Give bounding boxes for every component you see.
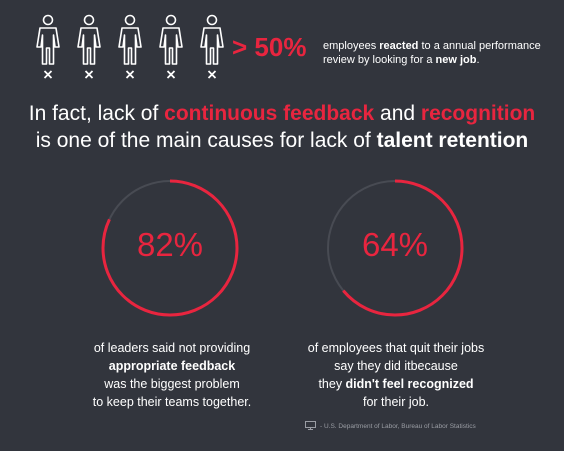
desc-line: to keep their teams together.	[92, 395, 252, 409]
person-x-icon	[34, 14, 62, 80]
stat-note: employees reacted to a annual performanc…	[323, 39, 553, 67]
desc-line: was the biggest problem	[104, 377, 240, 391]
source-citation: - U.S. Department of Labor, Bureau of La…	[305, 421, 476, 432]
ring-64: 64%	[325, 178, 465, 318]
headline-text: and	[374, 102, 421, 125]
ring-82: 82%	[100, 178, 240, 318]
person-x-icon	[116, 14, 144, 80]
headline-line-2: is one of the main causes for lack of ta…	[0, 127, 564, 154]
ring-progress-arc	[326, 179, 464, 317]
ring-value-label: 82%	[136, 226, 204, 263]
ring-progress-arc	[101, 179, 239, 317]
desc-line-mixed: they didn't feel recognized	[286, 375, 506, 393]
desc-line: of employees that quit their jobs	[307, 341, 485, 355]
desc-line: of leaders said not providing	[93, 341, 251, 355]
ring-chart-64	[326, 179, 464, 317]
ring-description-64: of employees that quit their jobs say th…	[286, 339, 506, 411]
ring-chart-82	[101, 179, 239, 317]
desc-line: for their job.	[362, 395, 429, 409]
headline-highlight-recognition: recognition	[420, 102, 536, 125]
ring-value-label: 64%	[361, 226, 429, 263]
person-x-icon	[75, 14, 103, 80]
people-icons	[34, 14, 234, 80]
headline-highlight-continuous-feedback: continuous feedback	[164, 102, 375, 125]
stat-note-text: to a annual performance review by lookin…	[323, 40, 541, 66]
stat-note-bold-reacted: reacted	[379, 40, 419, 52]
headline-highlight-talent-retention: talent retention	[376, 129, 529, 152]
ring-description-82: of leaders said not providing appropriat…	[62, 339, 282, 411]
monitor-icon	[305, 421, 316, 432]
stat-note-text: .	[476, 54, 480, 66]
person-x-icon	[198, 14, 226, 80]
desc-line-bold: appropriate feedback	[62, 357, 282, 375]
stat-percent: > 50%	[232, 32, 307, 62]
stat-note-bold-new-job: new job	[435, 54, 477, 66]
headline-line-1: In fact, lack of continuous feedback and…	[0, 100, 564, 127]
person-x-icon	[157, 14, 185, 80]
stat-note-text: employees	[323, 40, 380, 52]
headline-text: is one of the main causes for lack of	[35, 129, 377, 152]
headline-text: In fact, lack of	[28, 102, 165, 125]
desc-bold-appropriate-feedback: appropriate feedback	[108, 359, 236, 373]
desc-bold-didnt-feel-recognized: didn't feel recognized	[345, 377, 474, 391]
headline: In fact, lack of continuous feedback and…	[0, 100, 564, 154]
desc-text: they	[318, 377, 346, 391]
desc-line: say they did itbecause	[334, 359, 458, 373]
source-text: - U.S. Department of Labor, Bureau of La…	[320, 423, 476, 431]
